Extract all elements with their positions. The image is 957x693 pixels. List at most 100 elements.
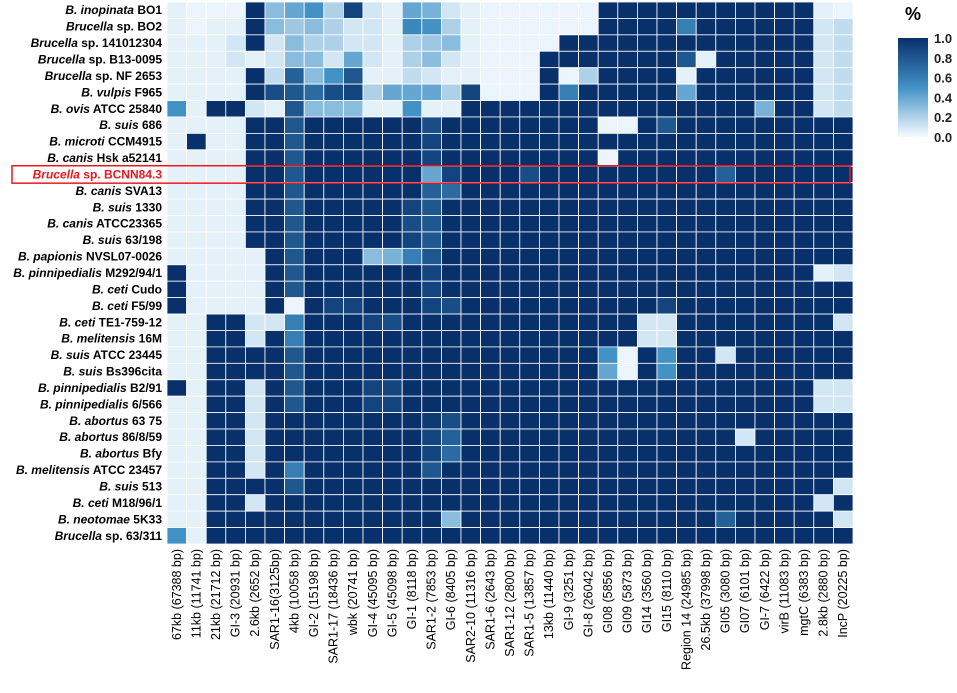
heatmap-cell <box>421 67 442 85</box>
heatmap-cell <box>303 83 325 101</box>
heatmap-cell <box>676 313 697 331</box>
heatmap-cell <box>676 116 697 134</box>
heatmap-cell <box>597 182 619 200</box>
heatmap-cell <box>284 198 305 216</box>
heatmap-cell <box>637 428 658 446</box>
heatmap-cell <box>205 445 227 463</box>
row-label-taxon: B. ceti <box>92 299 129 313</box>
heatmap-cell <box>205 477 227 496</box>
heatmap-cell <box>480 297 501 315</box>
heatmap-cell <box>382 182 403 200</box>
heatmap-cell <box>774 215 795 233</box>
heatmap-cell <box>401 149 423 167</box>
column-label: GI15 (8110 bp) <box>660 549 674 632</box>
heatmap-cell <box>617 264 638 282</box>
row-label-strain: CCM4915 <box>105 135 163 149</box>
heatmap-cell <box>303 198 325 216</box>
heatmap-cell <box>813 18 834 36</box>
column-labels: 67kb (67388 bp) 11kb (11741 bp) 21kb (2171… <box>170 549 850 670</box>
heatmap-cell <box>617 132 638 151</box>
heatmap-cell <box>264 477 286 496</box>
heatmap-cell <box>440 494 462 512</box>
heatmap-cell <box>264 527 286 545</box>
heatmap-cell <box>754 132 776 151</box>
heatmap-cell <box>166 116 188 134</box>
heatmap-cell <box>774 18 795 36</box>
heatmap-cell <box>617 149 638 167</box>
heatmap-cell <box>284 67 305 85</box>
heatmap-cell <box>833 67 854 85</box>
heatmap-cell <box>578 330 599 348</box>
heatmap-cell <box>793 1 815 19</box>
heatmap-cell <box>813 83 834 101</box>
heatmap-cell <box>244 494 266 512</box>
heatmap-cell <box>362 395 384 413</box>
heatmap-cell <box>597 477 619 496</box>
heatmap-cell <box>205 182 227 200</box>
heatmap-cell <box>264 247 286 266</box>
heatmap-cell <box>186 1 207 19</box>
heatmap-cell <box>617 280 638 299</box>
heatmap-cell <box>735 477 756 496</box>
heatmap-cell <box>597 428 619 446</box>
heatmap-cell <box>401 362 423 381</box>
heatmap-cell <box>186 477 207 496</box>
heatmap-cell <box>421 165 442 184</box>
heatmap-cell <box>597 100 619 118</box>
heatmap-cell <box>460 67 482 85</box>
heatmap-cell <box>244 379 266 397</box>
heatmap-cell <box>166 494 188 512</box>
heatmap-cell <box>519 149 540 167</box>
heatmap-cell <box>342 280 364 299</box>
heatmap-cell <box>205 494 227 512</box>
heatmap-cell <box>715 313 736 331</box>
heatmap-cell <box>421 510 442 528</box>
heatmap-cell <box>656 198 678 216</box>
row-label-taxon: B. melitensis <box>16 463 90 477</box>
heatmap-cell <box>499 313 521 331</box>
heatmap-cell <box>205 395 227 413</box>
row-label-strain: 1330 <box>132 200 162 214</box>
heatmap-cell <box>323 116 344 134</box>
heatmap-cell <box>735 445 756 463</box>
heatmap-cell <box>362 215 384 233</box>
heatmap-cell <box>205 132 227 151</box>
row-label-strain: F5/99 <box>128 299 162 313</box>
heatmap-cell <box>284 510 305 528</box>
heatmap-cell <box>480 182 501 200</box>
heatmap-cell <box>323 18 344 36</box>
heatmap-cell <box>205 527 227 545</box>
row-label: B. abortus 63 75 <box>69 414 162 428</box>
heatmap-cell <box>323 362 344 381</box>
heatmap-cell <box>342 297 364 315</box>
heatmap-cell <box>342 50 364 69</box>
heatmap-cell <box>186 198 207 216</box>
heatmap-cell <box>637 510 658 528</box>
heatmap-cell <box>519 132 540 151</box>
heatmap-cell <box>656 50 678 69</box>
heatmap-cell <box>793 50 815 69</box>
column-label: GI-6 (8405 bp) <box>444 549 458 630</box>
heatmap-cell <box>323 297 344 315</box>
heatmap-cell <box>676 83 697 101</box>
heatmap-cell <box>676 412 697 430</box>
heatmap-cell <box>323 182 344 200</box>
heatmap-cell <box>205 18 227 36</box>
heatmap-cell <box>578 297 599 315</box>
heatmap-cell <box>362 149 384 167</box>
heatmap-cell <box>382 330 403 348</box>
heatmap-cell <box>715 149 736 167</box>
heatmap-cell <box>695 362 717 381</box>
heatmap-cell <box>480 346 501 364</box>
heatmap-cell <box>480 477 501 496</box>
heatmap-cell <box>382 313 403 331</box>
heatmap-cell <box>342 346 364 364</box>
heatmap-cell <box>774 100 795 118</box>
heatmap-cell <box>617 231 638 249</box>
heatmap-cell <box>166 395 188 413</box>
heatmap-cell <box>264 445 286 463</box>
heatmap-cell <box>715 198 736 216</box>
heatmap-cell <box>362 297 384 315</box>
heatmap-cell <box>578 379 599 397</box>
